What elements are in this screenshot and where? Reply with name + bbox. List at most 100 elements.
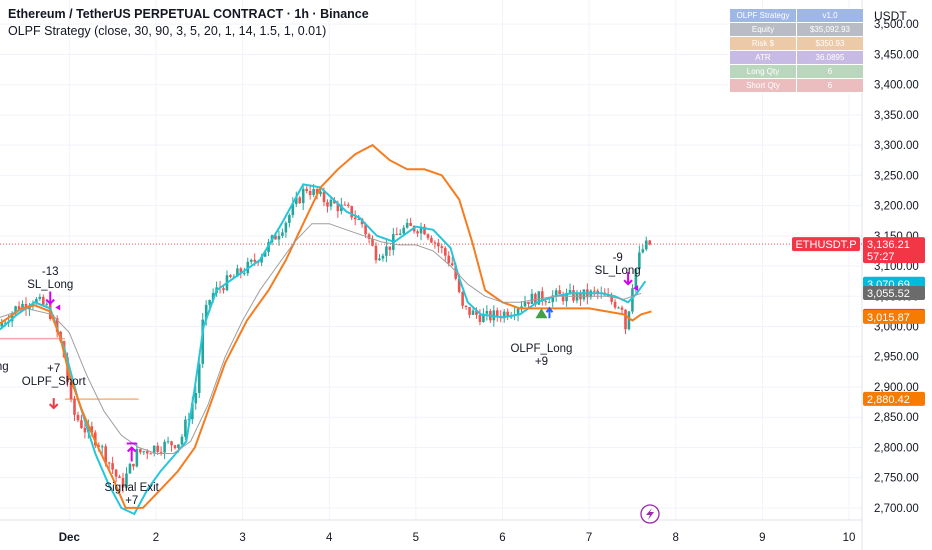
info-row-equity: Equity $35,092.93: [729, 22, 864, 37]
candle-body: [613, 301, 617, 308]
x-tick-label: 5: [413, 532, 419, 544]
candle-body: [547, 302, 551, 304]
candle-body: [17, 306, 21, 311]
candle-body: [294, 197, 298, 205]
info-row-risk: Risk $ $350.93: [729, 36, 864, 51]
candle-body: [416, 231, 419, 234]
candle-body: [627, 311, 631, 330]
info-row-atr: ATR 36.0895: [729, 50, 864, 65]
candle-body: [461, 291, 464, 306]
candle-body: [149, 453, 153, 455]
candle-body: [565, 292, 568, 302]
candle-body: [222, 288, 225, 291]
x-tick-label: 2: [153, 532, 159, 544]
candle-body: [38, 296, 42, 300]
trade-label-line: PF_Long: [0, 361, 9, 373]
candle-body: [357, 218, 360, 220]
candle-body: [253, 259, 257, 262]
candle-body: [305, 188, 308, 192]
y-tick-label: 3,400.00: [874, 80, 919, 92]
candle-body: [582, 289, 586, 300]
candle-body: [211, 293, 215, 301]
trade-marker-short-entry: [49, 398, 59, 410]
candle-body: [145, 451, 149, 454]
currency-label[interactable]: USDT: [874, 9, 907, 23]
candle-body: [638, 252, 641, 269]
trade-marker-short-down: [45, 291, 61, 311]
candle-body: [502, 311, 506, 319]
candle-body: [485, 311, 489, 314]
price-badge-value: 3,015.87: [867, 312, 910, 324]
candle-body: [3, 322, 7, 324]
info-value: v1.0: [796, 8, 864, 23]
y-tick-label: 3,450.00: [874, 49, 919, 61]
candle-body: [191, 403, 194, 420]
info-value: $350.93: [796, 36, 864, 51]
candle-body: [634, 268, 638, 289]
trade-label-line: +7: [47, 363, 60, 375]
candle-body: [111, 463, 114, 470]
candle-body: [326, 202, 329, 207]
candle-body: [229, 275, 232, 277]
candle-body: [243, 273, 246, 275]
y-tick-label: 3,200.00: [874, 201, 919, 213]
info-label: Equity: [729, 22, 797, 37]
trade-label-line: +9: [535, 356, 548, 368]
candle-body: [506, 311, 509, 318]
price-badge: 3,015.87: [863, 309, 925, 324]
candle-body: [478, 314, 482, 323]
candle-body: [301, 188, 305, 204]
candle-body: [353, 217, 357, 220]
candle-body: [173, 445, 177, 449]
price-badge-box: [863, 237, 925, 264]
candle-body: [204, 304, 208, 320]
candle-body: [249, 259, 253, 262]
candle-body: [42, 296, 45, 305]
trade-label-line: -9: [613, 252, 623, 264]
candle-body: [385, 246, 388, 256]
symbol-title: Ethereum / TetherUS PERPETUAL CONTRACT ·…: [8, 7, 369, 21]
candle-body: [558, 290, 561, 295]
candle-body: [544, 301, 548, 303]
candle-body: [83, 427, 87, 433]
candle-body: [523, 301, 527, 307]
candle-body: [73, 399, 76, 415]
candle-body: [184, 419, 187, 437]
candle-body: [468, 306, 471, 315]
lightning-icon: [640, 504, 660, 524]
candle-body: [118, 476, 121, 478]
candle-body: [471, 310, 475, 315]
trade-marker-long-entry: [535, 306, 554, 319]
candle-body: [641, 249, 645, 253]
candle-body: [443, 248, 447, 256]
candle-body: [125, 473, 128, 488]
candle-body: [114, 469, 118, 477]
candle-body: [388, 246, 392, 250]
trade-marker-exit-up: [126, 442, 137, 462]
candle-body: [159, 451, 163, 453]
x-tick-label: 8: [673, 532, 679, 544]
candle-body: [14, 306, 17, 314]
candle-body: [527, 301, 530, 304]
candle-body: [135, 449, 139, 467]
candle-body: [76, 414, 80, 421]
candle-body: [139, 449, 142, 453]
price-badge-countdown: 57:27: [867, 251, 895, 263]
candle-body: [194, 392, 198, 404]
candle-body: [55, 318, 59, 332]
candle-body: [395, 234, 399, 236]
candle-body: [593, 290, 596, 292]
trade-label-line: OLPF_Long: [510, 343, 572, 355]
candle-body: [350, 206, 354, 218]
candle-body: [572, 290, 575, 301]
info-label: ATR: [729, 50, 797, 65]
candle-body: [648, 240, 652, 245]
info-label: Risk $: [729, 36, 797, 51]
candle-body: [142, 451, 146, 453]
candle-body: [405, 222, 409, 228]
candle-body: [371, 238, 374, 246]
candle-body: [343, 204, 347, 206]
x-tick-label: 4: [326, 532, 333, 544]
